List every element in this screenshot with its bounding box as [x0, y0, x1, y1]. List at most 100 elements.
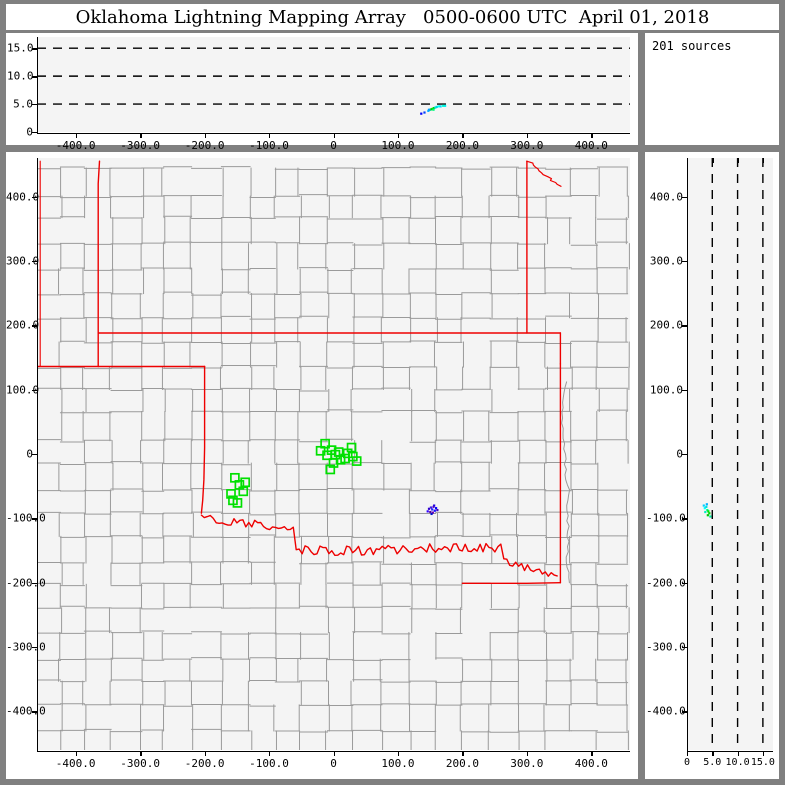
- x-tick-label: 300.0: [510, 757, 544, 770]
- y-tick-mark: [682, 260, 688, 263]
- x-tick-mark: [526, 133, 529, 138]
- y-tick-mark: [682, 454, 688, 456]
- x-tick-mark: [687, 751, 689, 756]
- x-tick-label: 5.0: [703, 757, 722, 768]
- y-tick-mark: [32, 260, 38, 263]
- info-panel: 201 sources: [645, 33, 779, 145]
- plan-view-panel: -400.0 -300.0 -200.0 -100.0 0 100.0 200.0 300.0…: [6, 152, 638, 779]
- x-tick-mark: [140, 133, 142, 138]
- x-tick-label: 15.0: [750, 757, 775, 768]
- y-tick-label: 15.0: [7, 41, 34, 55]
- x-tick-mark: [737, 751, 739, 756]
- x-tick-mark: [762, 751, 765, 756]
- x-tick-label: -200.0: [184, 757, 225, 770]
- x-tick-mark: [140, 751, 142, 756]
- altitude-vs-north-plot-area[interactable]: [687, 158, 773, 750]
- x-tick-mark: [462, 133, 464, 138]
- altitude-vs-east-y-axis-line: [37, 37, 39, 133]
- y-tick-mark: [32, 196, 38, 198]
- x-tick-mark: [397, 751, 400, 756]
- y-tick-label: -400.0: [646, 704, 686, 718]
- plan-view-plot-area[interactable]: [37, 158, 630, 750]
- x-tick-label: 300.0: [510, 139, 544, 152]
- y-tick-mark: [32, 711, 38, 713]
- x-tick-label: 0: [330, 757, 337, 770]
- x-tick-mark: [75, 751, 78, 756]
- x-tick-label: 100.0: [381, 139, 415, 152]
- y-tick-label: 300.0: [6, 254, 40, 268]
- altitude-vs-east-panel: 0 5.0 10.0 15.0 -400.0 -300.0 -200.0 -100.0 0 100…: [6, 33, 638, 152]
- y-tick-mark: [32, 48, 38, 50]
- x-tick-mark: [591, 133, 593, 138]
- sources-count-label: 201 sources: [652, 39, 732, 53]
- y-tick-mark: [32, 454, 38, 456]
- y-tick-mark: [682, 711, 688, 713]
- y-tick-label: 0: [26, 447, 33, 461]
- x-tick-label: -100.0: [249, 757, 289, 770]
- y-tick-mark: [32, 76, 38, 78]
- x-tick-label: -300.0: [120, 757, 160, 770]
- x-tick-mark: [269, 751, 271, 756]
- x-tick-mark: [712, 751, 714, 756]
- y-tick-label: 200.0: [649, 318, 683, 332]
- y-tick-label: 400.0: [649, 190, 683, 204]
- title-bar: Oklahoma Lightning Mapping Array 0500-06…: [6, 4, 779, 30]
- x-tick-label: 400.0: [574, 757, 608, 770]
- y-tick-mark: [682, 325, 688, 327]
- y-tick-mark: [32, 582, 38, 585]
- y-tick-mark: [682, 518, 688, 520]
- x-tick-mark: [204, 133, 206, 138]
- y-tick-label: 0: [26, 125, 33, 139]
- altitude-vs-north-canvas: [702, 158, 764, 750]
- x-tick-label: 200.0: [445, 139, 479, 152]
- plan-view-map-canvas: [37, 160, 630, 750]
- y-tick-mark: [682, 196, 688, 198]
- x-tick-label: -100.0: [249, 139, 289, 152]
- y-tick-mark: [682, 582, 688, 585]
- x-tick-mark-top: [712, 158, 714, 163]
- y-tick-mark: [32, 389, 38, 392]
- x-tick-mark: [204, 751, 206, 756]
- x-tick-mark: [333, 133, 335, 138]
- altitude-vs-east-plot-area[interactable]: [37, 37, 630, 132]
- x-tick-mark: [462, 751, 464, 756]
- x-tick-mark: [397, 133, 400, 138]
- y-tick-label: -200.0: [6, 576, 46, 590]
- y-tick-mark: [32, 325, 38, 327]
- y-tick-mark: [682, 389, 688, 392]
- y-tick-mark: [32, 132, 38, 134]
- x-tick-mark: [269, 133, 271, 138]
- x-tick-label: 0: [330, 139, 337, 152]
- x-tick-label: -300.0: [120, 139, 160, 152]
- x-tick-mark-top: [737, 158, 739, 163]
- y-tick-label: -400.0: [6, 704, 46, 718]
- x-tick-label: -400.0: [55, 757, 96, 770]
- y-tick-label: -100.0: [6, 511, 46, 525]
- x-tick-label: 100.0: [381, 757, 415, 770]
- y-tick-mark: [32, 518, 38, 520]
- y-tick-label: -300.0: [646, 640, 686, 654]
- page-title: Oklahoma Lightning Mapping Array 0500-06…: [75, 6, 710, 28]
- y-tick-label: -200.0: [646, 576, 686, 590]
- x-tick-label: 200.0: [445, 757, 479, 770]
- y-tick-label: 10.0: [7, 69, 34, 83]
- x-tick-label: -200.0: [184, 139, 225, 152]
- x-tick-label: 400.0: [574, 139, 608, 152]
- y-tick-mark: [32, 647, 38, 649]
- x-tick-label: 0: [683, 757, 691, 768]
- altitude-vs-north-panel: -400.0 -300.0 -200.0 -100.0 0 100.0 200.0 300.0…: [645, 152, 779, 779]
- x-tick-mark-top: [762, 158, 765, 163]
- y-tick-mark: [682, 647, 688, 649]
- x-tick-label: -400.0: [55, 139, 96, 152]
- y-tick-mark: [32, 104, 38, 106]
- y-tick-label: 0: [676, 447, 683, 461]
- altitude-vs-east-canvas: [37, 47, 630, 115]
- y-tick-label: 100.0: [6, 383, 40, 397]
- x-tick-mark: [75, 133, 78, 138]
- y-tick-label: 5.0: [13, 97, 33, 111]
- y-tick-label: 100.0: [649, 383, 683, 397]
- y-tick-label: 400.0: [6, 190, 40, 204]
- y-tick-label: 200.0: [6, 318, 40, 332]
- y-tick-label: 300.0: [649, 254, 683, 268]
